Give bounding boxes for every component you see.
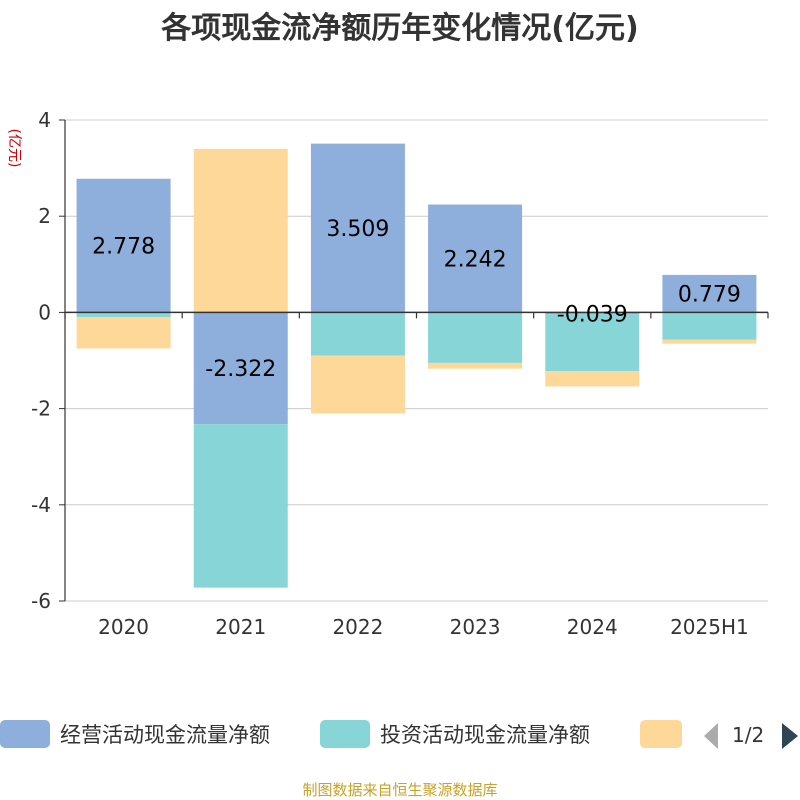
legend-swatch-operating[interactable] <box>0 720 50 748</box>
bar-series-0-2023[interactable] <box>428 204 523 313</box>
bar-series-2-2020[interactable] <box>76 317 171 349</box>
data-source-note: 制图数据来自恒生聚源数据库 <box>302 781 497 799</box>
bar-series-0-2020[interactable] <box>76 178 171 313</box>
x-tick-label: 2025H1 <box>670 615 749 639</box>
data-label: -2.322 <box>205 357 276 382</box>
data-label: 2.778 <box>92 235 155 260</box>
bar-series-1-2022[interactable] <box>310 312 405 356</box>
y-tick-label: 0 <box>38 300 51 324</box>
legend-page-indicator: 1/2 <box>732 723 764 747</box>
bar-series-1-2023[interactable] <box>428 312 523 363</box>
bar-series-1-2020[interactable] <box>76 312 171 318</box>
data-labels: 2.778 -2.322 3.509 2.242 -0.039 0.779 <box>92 217 741 382</box>
legend-swatch-financing[interactable] <box>640 720 682 748</box>
legend-swatch-investing[interactable] <box>320 720 370 748</box>
legend-next-page-icon[interactable] <box>782 723 798 749</box>
bar-series-0-2021[interactable] <box>193 312 288 425</box>
bar-series-0-2022[interactable] <box>310 143 405 313</box>
bars <box>76 143 757 588</box>
data-label: 0.779 <box>678 283 741 308</box>
data-label: 3.509 <box>326 217 389 242</box>
y-tick-label: -2 <box>31 397 51 421</box>
x-tick-label: 2023 <box>450 615 501 639</box>
data-label: 2.242 <box>444 247 507 272</box>
x-tick-label: 2022 <box>332 615 383 639</box>
bar-series-2-2023[interactable] <box>428 362 523 369</box>
x-tick-label: 2021 <box>215 615 266 639</box>
bar-series-1-2025H1[interactable] <box>662 312 757 340</box>
bar-series-1-2024[interactable] <box>545 314 640 372</box>
legend-label-investing[interactable]: 投资活动现金流量净额 <box>380 723 590 747</box>
bar-series-2-2022[interactable] <box>310 355 405 414</box>
legend: 经营活动现金流量净额 投资活动现金流量净额 1/2 <box>0 720 798 749</box>
chart-title: 各项现金流净额历年变化情况(亿元) <box>160 11 638 46</box>
y-tick-label: 2 <box>38 204 51 228</box>
x-tick-label: 2024 <box>567 615 618 639</box>
bar-series-0-2024[interactable] <box>545 312 640 315</box>
legend-prev-page-icon[interactable] <box>704 723 718 749</box>
axes: 4 2 0 -2 -4 -6 2020 2021 2022 2023 2024 2025H1 <box>31 108 769 639</box>
y-tick-label: -4 <box>31 493 51 517</box>
legend-label-operating[interactable]: 经营活动现金流量净额 <box>60 723 270 747</box>
bar-series-2-2024[interactable] <box>545 371 640 387</box>
bar-series-2-2025H1[interactable] <box>662 339 757 344</box>
y-tick-label: 4 <box>38 108 51 132</box>
bar-series-2-2021[interactable] <box>193 148 288 313</box>
y-tick-label: -6 <box>31 589 51 613</box>
data-label: -0.039 <box>557 302 628 327</box>
bar-series-0-2025H1[interactable] <box>662 274 757 313</box>
x-tick-label: 2020 <box>98 615 149 639</box>
y-axis-unit-label: (亿元) <box>6 129 22 168</box>
bar-series-1-2021[interactable] <box>193 424 288 588</box>
